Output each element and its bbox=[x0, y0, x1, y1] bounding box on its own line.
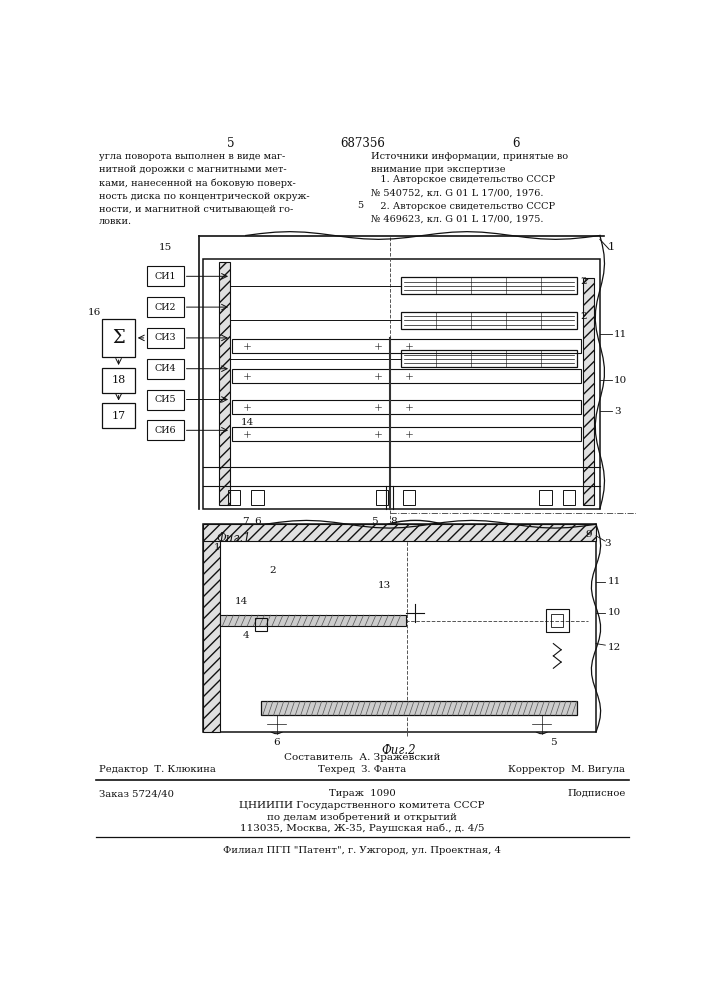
Text: Фиг.1: Фиг.1 bbox=[217, 532, 252, 545]
Bar bbox=[146, 389, 184, 410]
Text: Корректор  М. Вигула: Корректор М. Вигула bbox=[508, 765, 626, 774]
Bar bbox=[232, 339, 581, 353]
Bar bbox=[203, 524, 596, 541]
Text: угла поворота выполнен в виде маг-
нитной дорожки с магнитными мет-
ками, нанесе: угла поворота выполнен в виде маг- нитно… bbox=[99, 152, 310, 226]
Text: СИ6: СИ6 bbox=[154, 426, 176, 435]
Text: 16: 16 bbox=[88, 308, 101, 317]
Text: 6: 6 bbox=[274, 738, 280, 747]
Text: 1: 1 bbox=[214, 543, 221, 552]
Text: Филиал ПГП "Патент", г. Ужгород, ул. Проектная, 4: Филиал ПГП "Патент", г. Ужгород, ул. Про… bbox=[223, 846, 501, 855]
Bar bbox=[146, 359, 184, 379]
Text: СИ1: СИ1 bbox=[154, 272, 176, 281]
Bar bbox=[146, 328, 184, 348]
Text: 13: 13 bbox=[378, 581, 391, 590]
Text: Фиг.2: Фиг.2 bbox=[382, 744, 416, 757]
Bar bbox=[401, 312, 577, 329]
Text: 14: 14 bbox=[235, 597, 248, 606]
Text: ЦНИИПИ Государственного комитета СССР: ЦНИИПИ Государственного комитета СССР bbox=[239, 801, 485, 810]
Text: Источники информации, принятые во
внимание при экспертизе: Источники информации, принятые во вниман… bbox=[370, 152, 568, 174]
Text: 2: 2 bbox=[580, 312, 587, 321]
Bar bbox=[546, 609, 569, 632]
Text: 1: 1 bbox=[608, 242, 615, 252]
Bar bbox=[146, 297, 184, 317]
Text: Составитель  А. Зражевский: Составитель А. Зражевский bbox=[284, 753, 440, 762]
Bar bbox=[232, 427, 581, 441]
Bar bbox=[218, 262, 230, 505]
Bar bbox=[146, 266, 184, 286]
Bar bbox=[583, 278, 595, 505]
Bar bbox=[401, 277, 577, 294]
Text: Подписное: Подписное bbox=[567, 789, 626, 798]
Bar bbox=[261, 701, 577, 715]
Text: 6: 6 bbox=[254, 517, 261, 526]
Bar bbox=[251, 490, 264, 505]
Ellipse shape bbox=[232, 427, 240, 441]
Bar bbox=[551, 614, 563, 627]
Bar bbox=[401, 350, 577, 367]
Text: Редактор  Т. Клюкина: Редактор Т. Клюкина bbox=[99, 765, 216, 774]
Bar bbox=[103, 319, 135, 357]
Text: 4: 4 bbox=[243, 631, 249, 640]
Text: 15: 15 bbox=[158, 243, 172, 252]
Text: 5: 5 bbox=[550, 738, 556, 747]
Bar bbox=[103, 403, 135, 428]
Bar bbox=[232, 369, 581, 383]
Text: 687356: 687356 bbox=[340, 137, 385, 150]
Text: Техред  З. Фанта: Техред З. Фанта bbox=[318, 765, 406, 774]
Text: 7: 7 bbox=[243, 517, 249, 526]
Text: 11: 11 bbox=[607, 578, 621, 586]
Text: 6: 6 bbox=[512, 137, 520, 150]
Text: СИ3: СИ3 bbox=[154, 333, 176, 342]
Text: СИ4: СИ4 bbox=[154, 364, 176, 373]
Text: 10: 10 bbox=[607, 608, 621, 617]
Bar bbox=[203, 524, 596, 732]
Bar bbox=[375, 490, 388, 505]
Text: 8: 8 bbox=[390, 517, 397, 526]
Bar bbox=[232, 400, 581, 414]
Ellipse shape bbox=[232, 400, 240, 414]
Bar bbox=[103, 368, 135, 393]
Bar bbox=[228, 490, 240, 505]
Circle shape bbox=[406, 604, 424, 622]
Bar bbox=[146, 420, 184, 440]
Text: СИ2: СИ2 bbox=[154, 303, 176, 312]
Text: 17: 17 bbox=[112, 411, 126, 421]
Bar bbox=[255, 618, 267, 631]
Ellipse shape bbox=[232, 369, 240, 383]
Text: 10: 10 bbox=[614, 376, 627, 385]
Text: 11: 11 bbox=[614, 330, 627, 339]
Text: по делам изобретений и открытий: по делам изобретений и открытий bbox=[267, 812, 457, 822]
Bar bbox=[563, 490, 575, 505]
Text: 5: 5 bbox=[227, 137, 235, 150]
Text: 2: 2 bbox=[269, 566, 276, 575]
Bar bbox=[220, 615, 406, 626]
Text: 14: 14 bbox=[240, 418, 254, 427]
Text: 1. Авторское свидетельство СССР
№ 540752, кл. G 01 L 17/00, 1976.
   2. Авторско: 1. Авторское свидетельство СССР № 540752… bbox=[370, 175, 555, 224]
Bar bbox=[539, 490, 552, 505]
Text: СИ5: СИ5 bbox=[154, 395, 176, 404]
Text: Σ: Σ bbox=[112, 329, 125, 347]
Text: Тираж  1090: Тираж 1090 bbox=[329, 789, 395, 798]
Bar bbox=[403, 490, 415, 505]
Text: 12: 12 bbox=[607, 643, 621, 652]
Bar bbox=[203, 259, 600, 509]
Text: 3: 3 bbox=[604, 539, 611, 548]
Text: 3: 3 bbox=[614, 407, 621, 416]
Text: 5: 5 bbox=[358, 201, 364, 210]
Text: 113035, Москва, Ж-35, Раушская наб., д. 4/5: 113035, Москва, Ж-35, Раушская наб., д. … bbox=[240, 823, 484, 833]
Text: 9: 9 bbox=[585, 530, 592, 539]
Text: Заказ 5724/40: Заказ 5724/40 bbox=[99, 789, 174, 798]
Text: 5: 5 bbox=[370, 517, 378, 526]
Text: 18: 18 bbox=[112, 375, 126, 385]
Text: 2: 2 bbox=[580, 277, 587, 286]
Bar bbox=[203, 524, 220, 732]
